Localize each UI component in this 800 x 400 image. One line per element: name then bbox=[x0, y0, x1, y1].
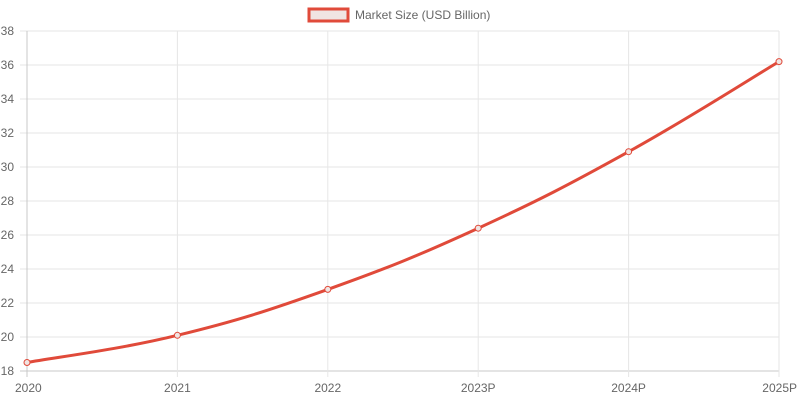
y-tick-label: 36 bbox=[1, 58, 15, 72]
y-tick-label: 34 bbox=[1, 92, 15, 106]
x-tick-label: 2022 bbox=[314, 381, 341, 395]
x-tick-label: 2024P bbox=[611, 381, 646, 395]
y-tick-label: 32 bbox=[1, 126, 15, 140]
data-point[interactable] bbox=[625, 148, 633, 156]
data-point[interactable] bbox=[474, 224, 482, 232]
series-line bbox=[25, 60, 781, 364]
y-tick-label: 30 bbox=[1, 160, 15, 174]
y-tick-label: 28 bbox=[1, 194, 15, 208]
x-axis: 2020 2021 2022 2023P 2024P 2025P bbox=[15, 381, 797, 395]
data-point[interactable] bbox=[775, 58, 783, 66]
y-tick-label: 20 bbox=[1, 330, 15, 344]
grid bbox=[20, 30, 780, 377]
legend-label[interactable]: Market Size (USD Billion) bbox=[355, 8, 490, 22]
data-points bbox=[23, 58, 783, 366]
data-point[interactable] bbox=[173, 331, 181, 339]
x-tick-label: 2025P bbox=[762, 381, 797, 395]
legend-swatch[interactable] bbox=[307, 7, 350, 23]
y-tick-label: 38 bbox=[1, 24, 15, 38]
data-point[interactable] bbox=[324, 285, 332, 293]
y-tick-label: 24 bbox=[1, 262, 15, 276]
x-tick-label: 2021 bbox=[164, 381, 191, 395]
x-tick-label: 2020 bbox=[15, 381, 42, 395]
x-tick-label: 2023P bbox=[461, 381, 496, 395]
y-axis: 18 20 22 24 26 28 30 32 34 36 38 bbox=[1, 24, 15, 378]
y-tick-label: 22 bbox=[1, 296, 15, 310]
y-tick-label: 18 bbox=[1, 364, 15, 378]
data-point[interactable] bbox=[23, 359, 31, 366]
y-tick-label: 26 bbox=[1, 228, 15, 242]
legend[interactable]: Market Size (USD Billion) bbox=[307, 7, 490, 23]
